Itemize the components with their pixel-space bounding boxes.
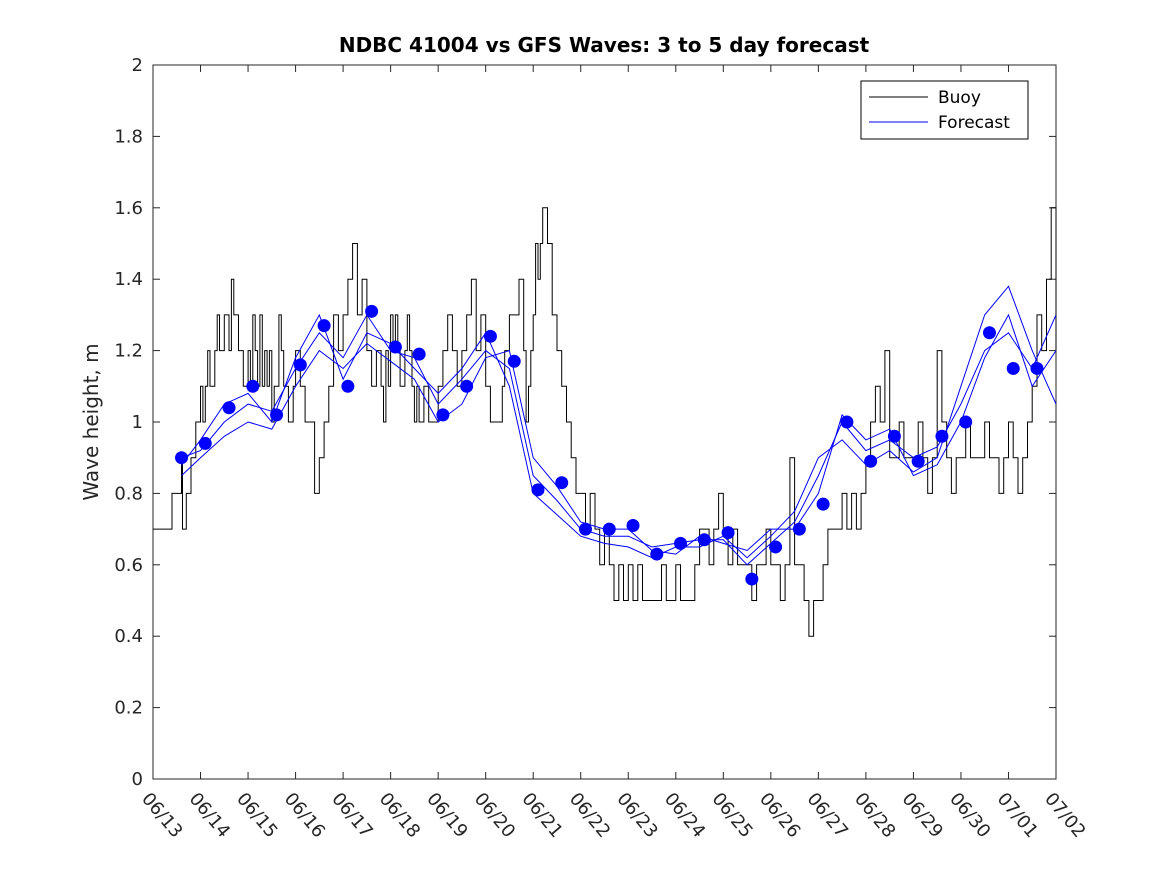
x-tick-label: 06/29 xyxy=(898,789,947,842)
forecast-point xyxy=(674,536,688,550)
y-tick-label: 2 xyxy=(132,55,143,76)
forecast-point xyxy=(840,415,854,429)
forecast-point xyxy=(959,415,973,429)
forecast-point xyxy=(388,340,402,354)
legend: Buoy Forecast xyxy=(860,80,1029,140)
forecast-series-line-1 xyxy=(181,313,1057,566)
forecast-point xyxy=(341,379,355,393)
forecast-point xyxy=(578,522,592,536)
y-tick-label: 1.4 xyxy=(114,269,143,290)
forecast-point xyxy=(483,329,497,343)
forecast-point xyxy=(555,476,569,490)
forecast-point xyxy=(887,429,901,443)
forecast-point xyxy=(982,326,996,340)
forecast-point xyxy=(317,319,331,333)
y-tick-label: 0.4 xyxy=(114,626,143,647)
forecast-point xyxy=(436,408,450,422)
forecast-point xyxy=(745,572,759,586)
y-tick-label: 1.8 xyxy=(114,126,143,147)
x-tick-label: 07/01 xyxy=(993,789,1042,842)
x-tick-label: 06/20 xyxy=(470,789,519,842)
forecast-point xyxy=(697,533,711,547)
x-tick-label: 06/30 xyxy=(945,789,994,842)
buoy-series-line xyxy=(153,207,1057,637)
forecast-series-line-3 xyxy=(181,313,1057,555)
x-tick-label: 06/28 xyxy=(850,789,899,842)
x-tick-label: 06/27 xyxy=(803,789,852,842)
forecast-point xyxy=(270,408,284,422)
forecast-point xyxy=(1006,361,1020,375)
legend-forecast-label: Forecast xyxy=(938,113,1010,133)
y-tick-label: 0.8 xyxy=(114,483,143,504)
forecast-point xyxy=(507,354,521,368)
x-tick-label: 06/21 xyxy=(517,789,566,842)
x-tick-label: 06/22 xyxy=(565,789,614,842)
x-tick-label: 06/16 xyxy=(280,789,329,842)
forecast-point xyxy=(293,358,307,372)
forecast-point xyxy=(460,379,474,393)
series-layer xyxy=(153,207,1057,637)
x-tick-label: 06/14 xyxy=(185,789,234,842)
forecast-point xyxy=(911,454,925,468)
y-tick-label: 1 xyxy=(132,412,143,433)
y-axis: 0 0.2 0.4 0.6 0.8 1 1.2 1.4 1.6 1.8 2 xyxy=(114,55,1056,790)
x-tick-label: 06/13 xyxy=(137,789,186,842)
forecast-point xyxy=(816,497,830,511)
x-tick-label: 06/26 xyxy=(755,789,804,842)
forecast-point xyxy=(769,540,783,554)
forecast-point xyxy=(1030,361,1044,375)
forecast-point xyxy=(175,451,189,465)
x-tick-label: 06/15 xyxy=(232,789,281,842)
forecast-point xyxy=(198,436,212,450)
y-tick-label: 0.2 xyxy=(114,698,143,719)
x-tick-label: 06/23 xyxy=(612,789,661,842)
forecast-point xyxy=(365,304,379,318)
x-tick-label: 07/02 xyxy=(1040,789,1089,842)
forecast-point xyxy=(222,401,236,415)
forecast-point xyxy=(531,483,545,497)
y-tick-label: 1.6 xyxy=(114,198,143,219)
forecast-point xyxy=(412,347,426,361)
forecast-point xyxy=(650,547,664,561)
forecast-point xyxy=(602,522,616,536)
forecast-point xyxy=(792,522,806,536)
forecast-point xyxy=(246,379,260,393)
y-tick-label: 0.6 xyxy=(114,555,143,576)
y-axis-label: Wave height, m xyxy=(79,343,103,500)
x-tick-label: 06/19 xyxy=(422,789,471,842)
y-tick-label: 0 xyxy=(132,769,143,790)
chart-title: NDBC 41004 vs GFS Waves: 3 to 5 day fore… xyxy=(339,33,870,57)
forecast-point xyxy=(864,454,878,468)
x-tick-label: 06/17 xyxy=(327,789,376,842)
legend-buoy-label: Buoy xyxy=(938,88,981,108)
legend-box xyxy=(860,80,1029,140)
plot-area xyxy=(152,64,1057,780)
x-tick-label: 06/18 xyxy=(375,789,424,842)
forecast-point xyxy=(935,429,949,443)
y-tick-label: 1.2 xyxy=(114,341,143,362)
forecast-point xyxy=(626,519,640,533)
x-tick-label: 06/24 xyxy=(660,789,709,842)
x-tick-label: 06/25 xyxy=(707,789,756,842)
forecast-point xyxy=(721,526,735,540)
